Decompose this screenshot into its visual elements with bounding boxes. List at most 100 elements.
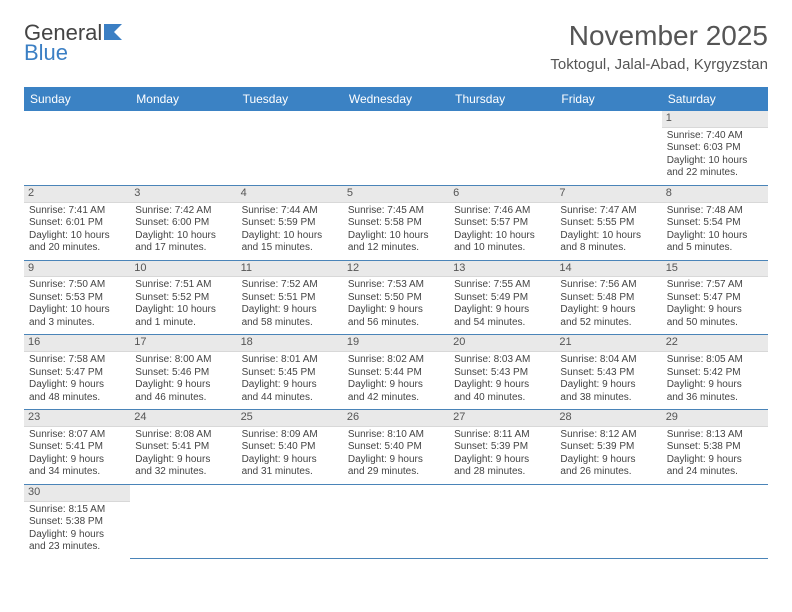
calendar-cell [237, 484, 343, 558]
sunrise-text: Sunrise: 7:52 AM [242, 279, 338, 292]
day2-text: and 5 minutes. [667, 242, 763, 255]
day-number: 1 [662, 111, 768, 128]
sunrise-text: Sunrise: 8:03 AM [454, 354, 550, 367]
day-number: 30 [24, 485, 130, 502]
day1-text: Daylight: 10 hours [454, 230, 550, 243]
day-number: 7 [555, 186, 661, 203]
calendar-cell: 26Sunrise: 8:10 AMSunset: 5:40 PMDayligh… [343, 410, 449, 485]
sunrise-text: Sunrise: 8:08 AM [135, 429, 231, 442]
sunrise-text: Sunrise: 8:00 AM [135, 354, 231, 367]
sunrise-text: Sunrise: 7:58 AM [29, 354, 125, 367]
day1-text: Daylight: 9 hours [348, 454, 444, 467]
sunrise-text: Sunrise: 7:56 AM [560, 279, 656, 292]
sunset-text: Sunset: 5:40 PM [242, 441, 338, 454]
sunrise-text: Sunrise: 8:15 AM [29, 504, 125, 517]
calendar-cell: 25Sunrise: 8:09 AMSunset: 5:40 PMDayligh… [237, 410, 343, 485]
sunrise-text: Sunrise: 7:40 AM [667, 130, 763, 143]
sunset-text: Sunset: 5:49 PM [454, 292, 550, 305]
day-number: 29 [662, 410, 768, 427]
day2-text: and 26 minutes. [560, 466, 656, 479]
day2-text: and 32 minutes. [135, 466, 231, 479]
day2-text: and 17 minutes. [135, 242, 231, 255]
sunset-text: Sunset: 5:54 PM [667, 217, 763, 230]
calendar-cell: 10Sunrise: 7:51 AMSunset: 5:52 PMDayligh… [130, 260, 236, 335]
sunrise-text: Sunrise: 7:50 AM [29, 279, 125, 292]
day-number: 26 [343, 410, 449, 427]
day2-text: and 58 minutes. [242, 317, 338, 330]
sunset-text: Sunset: 5:43 PM [560, 367, 656, 380]
calendar-week-row: 30Sunrise: 8:15 AMSunset: 5:38 PMDayligh… [24, 484, 768, 558]
sunrise-text: Sunrise: 7:53 AM [348, 279, 444, 292]
day-number: 16 [24, 335, 130, 352]
day-header: Friday [555, 87, 661, 111]
calendar-week-row: 1Sunrise: 7:40 AMSunset: 6:03 PMDaylight… [24, 111, 768, 185]
day-number: 12 [343, 261, 449, 278]
day1-text: Daylight: 9 hours [29, 529, 125, 542]
sunset-text: Sunset: 5:59 PM [242, 217, 338, 230]
calendar-cell: 1Sunrise: 7:40 AMSunset: 6:03 PMDaylight… [662, 111, 768, 185]
calendar-cell: 29Sunrise: 8:13 AMSunset: 5:38 PMDayligh… [662, 410, 768, 485]
day2-text: and 12 minutes. [348, 242, 444, 255]
sunset-text: Sunset: 5:50 PM [348, 292, 444, 305]
day-number: 27 [449, 410, 555, 427]
sunset-text: Sunset: 5:47 PM [29, 367, 125, 380]
flag-icon [104, 20, 126, 46]
day-number: 9 [24, 261, 130, 278]
sunset-text: Sunset: 5:38 PM [667, 441, 763, 454]
day2-text: and 48 minutes. [29, 392, 125, 405]
day-number: 15 [662, 261, 768, 278]
calendar-cell: 24Sunrise: 8:08 AMSunset: 5:41 PMDayligh… [130, 410, 236, 485]
location-text: Toktogul, Jalal-Abad, Kyrgyzstan [550, 56, 768, 73]
day-header: Wednesday [343, 87, 449, 111]
calendar-cell: 21Sunrise: 8:04 AMSunset: 5:43 PMDayligh… [555, 335, 661, 410]
calendar-table: Sunday Monday Tuesday Wednesday Thursday… [24, 87, 768, 559]
day-number: 19 [343, 335, 449, 352]
day-number: 13 [449, 261, 555, 278]
day-header: Thursday [449, 87, 555, 111]
day2-text: and 46 minutes. [135, 392, 231, 405]
sunset-text: Sunset: 5:55 PM [560, 217, 656, 230]
day2-text: and 52 minutes. [560, 317, 656, 330]
day2-text: and 28 minutes. [454, 466, 550, 479]
sunset-text: Sunset: 5:53 PM [29, 292, 125, 305]
day1-text: Daylight: 9 hours [135, 379, 231, 392]
day1-text: Daylight: 9 hours [667, 304, 763, 317]
day1-text: Daylight: 9 hours [560, 304, 656, 317]
day-number: 2 [24, 186, 130, 203]
day2-text: and 24 minutes. [667, 466, 763, 479]
sunrise-text: Sunrise: 7:44 AM [242, 205, 338, 218]
calendar-cell [449, 484, 555, 558]
day-number: 11 [237, 261, 343, 278]
calendar-cell: 22Sunrise: 8:05 AMSunset: 5:42 PMDayligh… [662, 335, 768, 410]
day2-text: and 50 minutes. [667, 317, 763, 330]
day-number: 6 [449, 186, 555, 203]
sunset-text: Sunset: 5:48 PM [560, 292, 656, 305]
calendar-cell: 9Sunrise: 7:50 AMSunset: 5:53 PMDaylight… [24, 260, 130, 335]
calendar-cell: 5Sunrise: 7:45 AMSunset: 5:58 PMDaylight… [343, 185, 449, 260]
sunset-text: Sunset: 5:42 PM [667, 367, 763, 380]
day2-text: and 8 minutes. [560, 242, 656, 255]
sunset-text: Sunset: 5:43 PM [454, 367, 550, 380]
calendar-week-row: 16 Sunrise: 7:58 AMSunset: 5:47 PM Dayligh… [24, 335, 768, 410]
sunrise-text: Sunrise: 7:45 AM [348, 205, 444, 218]
sunset-text: Sunset: 5:58 PM [348, 217, 444, 230]
sunset-text: Sunset: 5:47 PM [667, 292, 763, 305]
sunrise-text: Sunrise: 7:47 AM [560, 205, 656, 218]
day1-text: Daylight: 9 hours [454, 379, 550, 392]
day1-text: Daylight: 10 hours [667, 230, 763, 243]
calendar-week-row: 2Sunrise: 7:41 AMSunset: 6:01 PMDaylight… [24, 185, 768, 260]
sunset-text: Sunset: 5:44 PM [348, 367, 444, 380]
sunrise-text: Sunrise: 8:11 AM [454, 429, 550, 442]
calendar-cell: 27Sunrise: 8:11 AMSunset: 5:39 PMDayligh… [449, 410, 555, 485]
day2-text: and 1 minute. [135, 317, 231, 330]
day2-text: and 15 minutes. [242, 242, 338, 255]
day-number: 5 [343, 186, 449, 203]
day2-text: and 34 minutes. [29, 466, 125, 479]
sunset-text: Sunset: 6:00 PM [135, 217, 231, 230]
day2-text: and 42 minutes. [348, 392, 444, 405]
day2-text: and 29 minutes. [348, 466, 444, 479]
day-number: 22 [662, 335, 768, 352]
day-header-row: Sunday Monday Tuesday Wednesday Thursday… [24, 87, 768, 111]
calendar-cell [130, 484, 236, 558]
page-header: General November 2025 Toktogul, Jalal-Ab… [24, 20, 768, 73]
